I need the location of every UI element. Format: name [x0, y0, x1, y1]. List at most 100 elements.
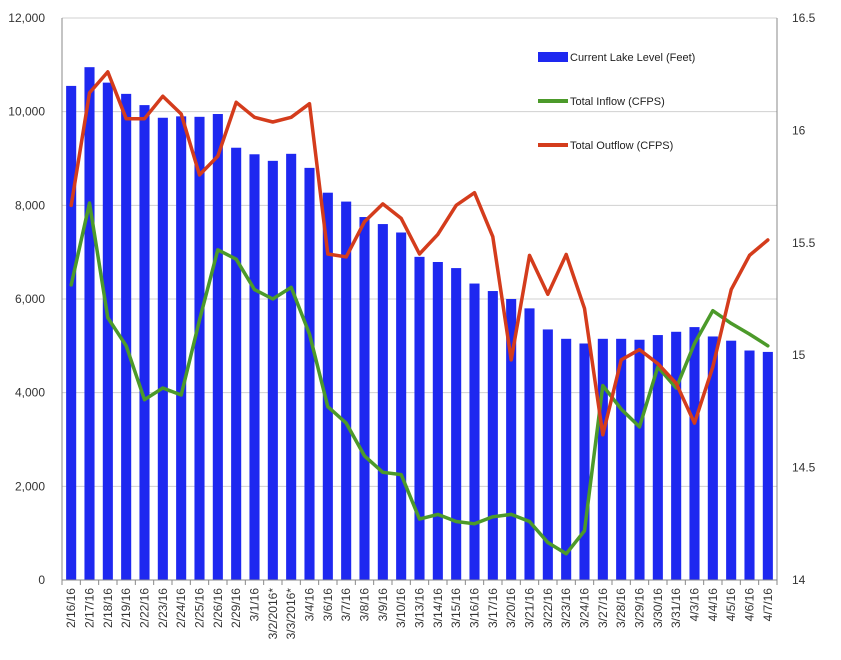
data-point [638, 348, 641, 352]
bar [634, 339, 645, 580]
y-right-tick-label: 16 [792, 123, 806, 137]
bar [469, 283, 480, 580]
data-point [711, 309, 715, 313]
x-tick-label: 3/9/16 [376, 588, 390, 622]
data-point [656, 362, 660, 366]
x-tick-label: 3/4/16 [303, 588, 317, 622]
data-point [766, 238, 770, 242]
bar [212, 114, 223, 580]
data-point [491, 235, 495, 239]
data-point [583, 529, 586, 533]
lake-level-bars [66, 67, 773, 581]
y-left-tick-label: 10,000 [8, 105, 45, 119]
data-point [729, 288, 733, 292]
x-tick-label: 3/15/16 [449, 588, 463, 628]
bar [249, 154, 260, 580]
bar [121, 93, 132, 581]
bar [707, 336, 718, 580]
bar [451, 268, 462, 580]
data-point [418, 517, 421, 521]
x-tick-label: 2/18/16 [101, 588, 115, 628]
x-tick-label: 2/17/16 [83, 588, 97, 628]
bar [66, 85, 77, 581]
data-point [106, 316, 110, 320]
y-right-tick-label: 15.5 [792, 236, 816, 250]
y-left-tick-label: 6,000 [15, 292, 45, 306]
x-tick-label: 2/24/16 [174, 588, 188, 628]
y-left-tick-label: 0 [38, 573, 45, 587]
bar [84, 67, 95, 581]
bar [267, 160, 278, 580]
data-point [601, 433, 605, 437]
data-point [638, 425, 641, 429]
bar [652, 335, 663, 580]
x-tick-label: 3/10/16 [394, 588, 408, 628]
data-point [253, 115, 256, 119]
data-point [729, 321, 733, 325]
bar [744, 350, 755, 580]
x-tick-label: 3/22/16 [541, 588, 555, 628]
data-point [308, 102, 311, 106]
data-point [344, 255, 348, 259]
bar [322, 192, 333, 580]
data-point [381, 202, 385, 206]
x-tick-label: 4/3/16 [688, 588, 702, 622]
bar [176, 116, 187, 580]
x-tick-label: 3/24/16 [578, 588, 592, 628]
data-point [234, 257, 238, 261]
data-point [216, 154, 220, 158]
data-point [289, 285, 293, 289]
data-point [198, 318, 201, 322]
x-tick-label: 3/8/16 [358, 588, 372, 622]
y-left-tick-label: 12,000 [8, 11, 45, 25]
x-tick-label: 4/4/16 [706, 588, 720, 622]
legend-label: Current Lake Level (Feet) [570, 52, 695, 64]
data-point [179, 393, 183, 397]
x-tick-label: 2/23/16 [156, 588, 170, 628]
data-point [271, 297, 275, 301]
bar [432, 262, 443, 580]
y-axis-right-ticks: 14 14.5 15 15.5 16 16.5 [792, 11, 816, 587]
bar [377, 224, 388, 581]
data-point [399, 216, 403, 220]
x-tick-label: 3/23/16 [559, 588, 573, 628]
x-tick-label: 3/29/16 [633, 588, 647, 628]
x-tick-label: 2/25/16 [193, 588, 207, 628]
y-axis-left-ticks: 0 2,000 4,000 6,000 8,000 10,000 12,000 [8, 11, 45, 587]
bar [579, 343, 590, 580]
x-tick-label: 4/5/16 [724, 588, 738, 622]
bar [762, 351, 773, 580]
bar [597, 338, 608, 580]
data-point [619, 407, 623, 411]
data-point [546, 541, 550, 545]
legend-swatch [538, 52, 568, 62]
data-point [271, 120, 275, 124]
data-point [509, 512, 513, 516]
bar [726, 340, 737, 580]
data-point [693, 421, 696, 425]
data-point [436, 512, 440, 516]
legend-label: Total Inflow (CFPS) [570, 96, 665, 108]
bar [689, 327, 700, 580]
data-point [564, 253, 568, 257]
data-point [583, 306, 586, 310]
x-tick-label: 3/1/16 [248, 588, 262, 622]
data-point [693, 341, 696, 345]
data-point [289, 115, 293, 119]
data-point [528, 253, 531, 257]
x-tick-label: 3/31/16 [669, 588, 683, 628]
x-tick-label: 3/28/16 [614, 588, 628, 628]
data-point [143, 117, 146, 121]
x-tick-label: 2/22/16 [138, 588, 152, 628]
data-point [69, 283, 73, 287]
axes [61, 18, 778, 585]
data-point [216, 248, 220, 252]
y-right-tick-label: 14 [792, 573, 806, 587]
x-tick-label: 3/6/16 [321, 588, 335, 622]
data-point [454, 203, 458, 207]
data-point [234, 100, 238, 104]
bar [304, 167, 315, 580]
x-tick-label: 4/6/16 [743, 588, 757, 622]
data-point [509, 358, 513, 362]
